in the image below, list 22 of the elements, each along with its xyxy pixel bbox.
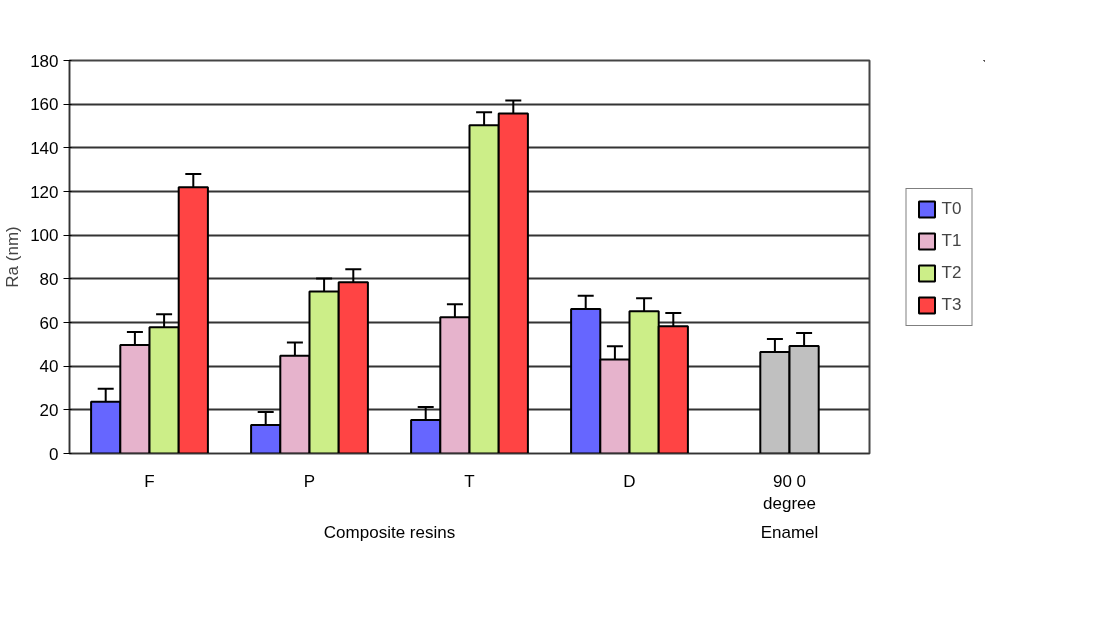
- y-tick-label: 40: [39, 357, 59, 377]
- y-tick-label: 60: [39, 313, 59, 333]
- legend-label: T2: [941, 262, 962, 283]
- legend-label: T3: [941, 294, 962, 315]
- y-axis-title: Ra (nm): [3, 226, 23, 288]
- y-tick-label: 100: [30, 226, 59, 246]
- legend-label: T1: [941, 230, 962, 251]
- x-tick-label: F: [144, 471, 155, 491]
- legend-label: T0: [941, 198, 962, 219]
- y-tick-label: 120: [30, 182, 59, 202]
- y-tick-label: 80: [39, 269, 59, 289]
- y-tick-label: 180: [30, 51, 59, 71]
- x-tick-label: P: [303, 471, 316, 491]
- y-tick-label: 0: [49, 444, 59, 464]
- text: Enamel: [760, 522, 819, 542]
- y-tick-label: 160: [30, 95, 59, 115]
- y-tick-label: 140: [30, 138, 59, 158]
- y-tick-label: 20: [39, 400, 59, 420]
- text: Composite resins: [323, 522, 456, 542]
- x-tick-label: 90 0 degree: [763, 471, 816, 514]
- x-tick-label: T: [464, 471, 475, 491]
- x-tick-label: D: [623, 471, 636, 491]
